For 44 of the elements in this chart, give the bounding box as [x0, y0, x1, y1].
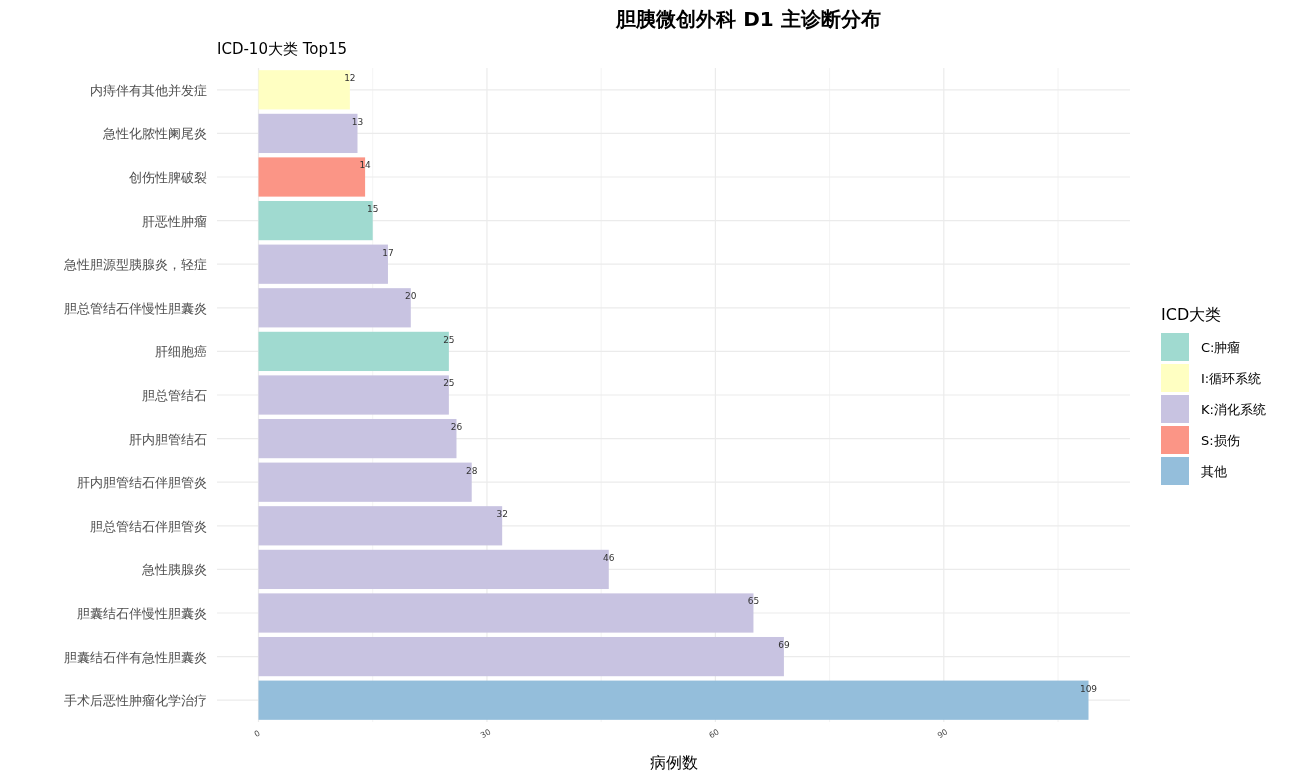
data-label: 17 [382, 247, 394, 258]
y-tick-label: 肝恶性肿瘤 [142, 213, 207, 229]
data-label: 25 [443, 378, 455, 389]
y-tick-label: 胆囊结石伴慢性胆囊炎 [77, 606, 207, 621]
y-tick-label: 胆总管结石伴胆管炎 [90, 518, 207, 534]
x-tick-label: 90 [935, 727, 950, 741]
y-tick-label: 肝内胆管结石伴胆管炎 [77, 475, 207, 491]
y-tick-label: 急性胆源型胰腺炎，轻症 [63, 257, 207, 273]
data-label: 28 [465, 465, 478, 476]
data-label: 13 [351, 116, 364, 127]
y-tick-label: 内痔伴有其他并发症 [90, 82, 207, 98]
y-tick-label: 急性化脓性阑尾炎 [102, 126, 207, 142]
data-label: 20 [405, 291, 417, 302]
y-tick-label: 胆囊结石伴有急性胆囊炎 [64, 649, 207, 665]
data-label: 65 [747, 596, 760, 607]
data-label: 109 [1079, 683, 1098, 694]
legend-label: I:循环系统 [1201, 371, 1262, 386]
data-label: 25 [443, 334, 455, 345]
x-tick-label: 0 [252, 728, 262, 740]
data-label: 14 [359, 160, 372, 171]
y-tick-label: 胆总管结石 [142, 388, 207, 403]
legend-label: K:消化系统 [1201, 402, 1266, 417]
data-label: 69 [778, 639, 790, 650]
y-tick-label: 肝细胞癌 [155, 344, 207, 360]
legend-label: S:损伤 [1201, 433, 1240, 448]
y-tick-label: 胆总管结石伴慢性胆囊炎 [64, 300, 207, 316]
data-label: 12 [344, 73, 356, 84]
y-tick-label: 手术后恶性肿瘤化学治疗 [64, 693, 207, 709]
x-tick-label: 30 [479, 727, 493, 741]
y-tick-label: 肝内胆管结石 [129, 431, 207, 447]
x-axis-title: 病例数 [649, 753, 698, 772]
legend-label: 其他 [1201, 464, 1227, 479]
legend-label: C:肿瘤 [1201, 340, 1241, 355]
chart-title: 胆胰微创外科 D1 主诊断分布 [615, 7, 881, 31]
plot: 15 25 12 13 17 20 25 26 28 32 46 65 69 14 109 [216, 67, 1131, 723]
data-label: 26 [450, 421, 463, 432]
data-label: 15 [366, 203, 379, 214]
x-tick-label: 60 [707, 727, 721, 741]
y-tick-label: 急性胰腺炎 [141, 562, 207, 578]
data-label: 32 [496, 509, 508, 520]
data-label: 46 [603, 552, 615, 563]
legend-title: ICD大类 [1161, 305, 1222, 324]
y-tick-label: 创伤性脾破裂 [129, 170, 207, 185]
chart-subtitle: ICD-10大类 Top15 [217, 40, 348, 58]
